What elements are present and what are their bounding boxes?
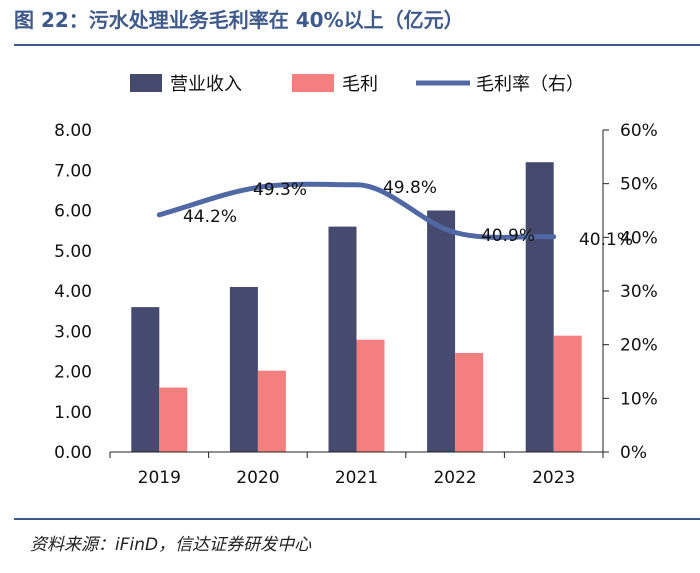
x-tick-label: 2020 — [236, 468, 279, 488]
left-tick-label: 3.00 — [54, 322, 92, 342]
legend-label-revenue: 营业收入 — [170, 74, 242, 95]
revenue-bar — [131, 307, 160, 452]
source-note: 资料来源：iFinD，信达证券研发中心 — [30, 535, 312, 555]
margin-data-label: 44.2% — [183, 207, 237, 227]
margin-data-label: 49.8% — [383, 178, 437, 198]
gross-profit-bar — [159, 387, 188, 452]
right-tick-label: 40% — [620, 228, 658, 248]
left-tick-label: 8.00 — [54, 121, 92, 141]
bars — [131, 162, 582, 452]
x-tick-label: 2022 — [433, 468, 476, 488]
figure-title: 图 22：污水处理业务毛利率在 40%以上（亿元） — [14, 8, 464, 32]
left-axis: 0.00 1.00 2.00 3.00 4.00 5.00 6.00 7.00 8.00 — [54, 121, 92, 463]
x-axis: 2019 2020 2021 2022 2023 — [109, 451, 604, 488]
gross-profit-bar — [455, 352, 484, 452]
margin-data-label: 40.9% — [481, 226, 535, 246]
margin-data-label: 40.1% — [579, 230, 633, 250]
revenue-bar — [525, 162, 554, 452]
gross-profit-bar — [553, 335, 582, 452]
source-rule — [14, 518, 700, 520]
left-tick-label: 1.00 — [54, 403, 92, 423]
legend: 营业收入 毛利 毛利率（右） — [130, 74, 584, 95]
right-tick-label: 50% — [620, 175, 658, 195]
title-rule — [14, 44, 700, 46]
revenue-bar — [328, 226, 357, 452]
gross-profit-bar — [356, 339, 385, 452]
right-axis: 0% 10% 20% 30% 40% 50% 60% — [602, 121, 658, 463]
legend-swatch-revenue — [130, 74, 162, 92]
right-tick-label: 60% — [620, 121, 658, 141]
right-tick-label: 0% — [620, 443, 647, 463]
margin-line-layer: 44.2% 49.3% 49.8% 40.9% 40.1% — [156, 178, 633, 250]
left-tick-label: 4.00 — [54, 282, 92, 302]
x-tick-label: 2023 — [532, 468, 575, 488]
left-tick-label: 7.00 — [54, 161, 92, 181]
legend-label-margin: 毛利率（右） — [476, 74, 584, 95]
legend-swatch-gross-profit — [292, 74, 334, 92]
right-tick-label: 10% — [620, 389, 658, 409]
revenue-bar — [427, 210, 456, 452]
left-tick-label: 6.00 — [54, 202, 92, 222]
left-tick-label: 5.00 — [54, 242, 92, 262]
legend-label-gross-profit: 毛利 — [342, 74, 378, 95]
left-tick-label: 2.00 — [54, 363, 92, 383]
margin-line — [156, 181, 557, 240]
right-tick-label: 30% — [620, 282, 658, 302]
left-tick-label: 0.00 — [54, 443, 92, 463]
revenue-bar — [229, 286, 258, 452]
x-tick-label: 2021 — [335, 468, 378, 488]
gross-profit-bar — [257, 370, 286, 452]
x-tick-label: 2019 — [138, 468, 181, 488]
margin-data-label: 49.3% — [253, 180, 307, 200]
right-tick-label: 20% — [620, 336, 658, 356]
